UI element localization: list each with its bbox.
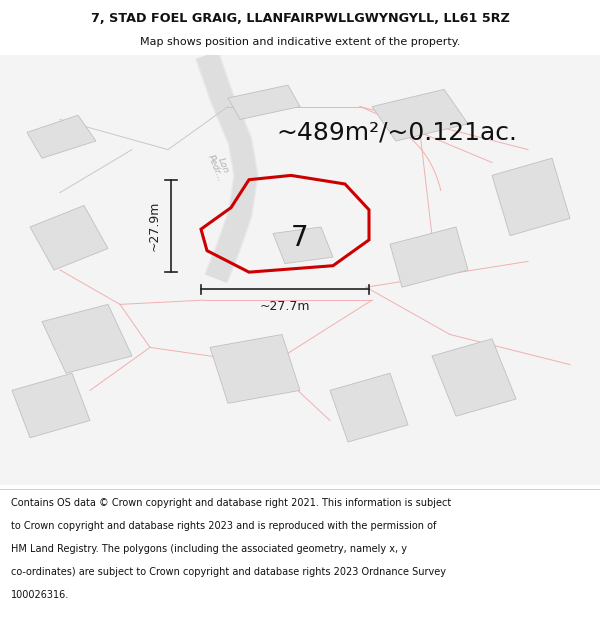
Text: HM Land Registry. The polygons (including the associated geometry, namely x, y: HM Land Registry. The polygons (includin…: [11, 544, 407, 554]
Polygon shape: [372, 89, 468, 141]
Text: Map shows position and indicative extent of the property.: Map shows position and indicative extent…: [140, 38, 460, 48]
Polygon shape: [30, 206, 108, 270]
Polygon shape: [42, 304, 132, 373]
Text: 100026316.: 100026316.: [11, 590, 69, 600]
Polygon shape: [330, 373, 408, 442]
Polygon shape: [390, 227, 468, 288]
Polygon shape: [12, 373, 90, 438]
Polygon shape: [228, 85, 300, 119]
Text: Contains OS data © Crown copyright and database right 2021. This information is : Contains OS data © Crown copyright and d…: [11, 498, 451, 508]
Polygon shape: [210, 334, 300, 403]
Text: Lon
Pedr...: Lon Pedr...: [206, 151, 232, 183]
Text: 7, STAD FOEL GRAIG, LLANFAIRPWLLGWYNGYLL, LL61 5RZ: 7, STAD FOEL GRAIG, LLANFAIRPWLLGWYNGYLL…: [91, 12, 509, 25]
Polygon shape: [492, 158, 570, 236]
Polygon shape: [273, 227, 333, 264]
Text: ~489m²/~0.121ac.: ~489m²/~0.121ac.: [276, 121, 517, 144]
Polygon shape: [27, 115, 96, 158]
Text: to Crown copyright and database rights 2023 and is reproduced with the permissio: to Crown copyright and database rights 2…: [11, 521, 436, 531]
Text: 7: 7: [291, 224, 309, 252]
Text: ~27.7m: ~27.7m: [260, 300, 310, 313]
Polygon shape: [0, 55, 600, 485]
Text: ~27.9m: ~27.9m: [147, 201, 160, 251]
Text: co-ordinates) are subject to Crown copyright and database rights 2023 Ordnance S: co-ordinates) are subject to Crown copyr…: [11, 567, 446, 577]
Polygon shape: [432, 339, 516, 416]
